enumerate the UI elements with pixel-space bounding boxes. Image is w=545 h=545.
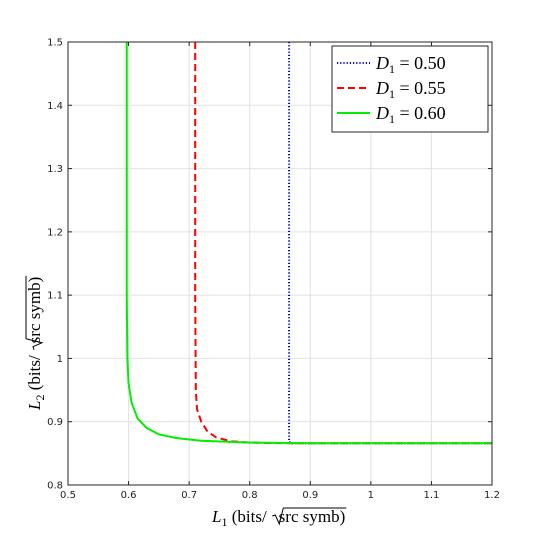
legend-label: D1 = 0.60	[375, 103, 446, 126]
x-axis-title: L1 (bits/src symb)	[211, 507, 347, 529]
x-tick-label: 0.5	[60, 490, 76, 501]
x-tick-label: 0.9	[302, 490, 318, 501]
x-axis-title-sqrt-sign	[272, 507, 284, 526]
y-tick-label: 0.8	[47, 481, 63, 492]
legend-label: D1 = 0.50	[375, 53, 446, 76]
ticks	[67, 41, 493, 486]
y-tick-label: 1.1	[47, 291, 63, 302]
tick-labels: 0.5 0.6 0.7 0.8 0.9 1 1.1 1.2 0.8 0.9 1 1.1 1.2 1.3 1.…	[47, 38, 500, 502]
x-tick-label: 1.2	[484, 490, 500, 501]
grid	[68, 42, 492, 485]
x-tick-label: 1.1	[423, 490, 439, 501]
y-axis-title-text: L2 (bits/src symb)	[25, 277, 47, 411]
legend-box	[331, 45, 489, 133]
series-group	[125, 42, 492, 445]
x-tick-label: 0.7	[181, 490, 197, 501]
series-line-d1-0-60	[125, 42, 492, 445]
y-tick-label: 1	[57, 354, 63, 365]
y-tick-label: 1.3	[47, 164, 63, 175]
plot-frame	[67, 41, 493, 486]
legend-label: D1 = 0.55	[375, 78, 446, 101]
y-tick-label: 1.5	[47, 38, 63, 49]
y-tick-label: 1.4	[47, 101, 63, 112]
x-tick-label: 0.8	[242, 490, 258, 501]
y-tick-label: 1.2	[47, 227, 63, 238]
y-axis-title-sqrt-sign	[25, 338, 44, 350]
y-tick-label: 0.9	[47, 417, 63, 428]
x-tick-label: 0.6	[121, 490, 137, 501]
y-axis-title: L2 (bits/src symb)	[25, 275, 47, 411]
x-tick-label: 1	[368, 490, 374, 501]
x-axis-title-text: L1 (bits/src symb)	[211, 507, 345, 529]
